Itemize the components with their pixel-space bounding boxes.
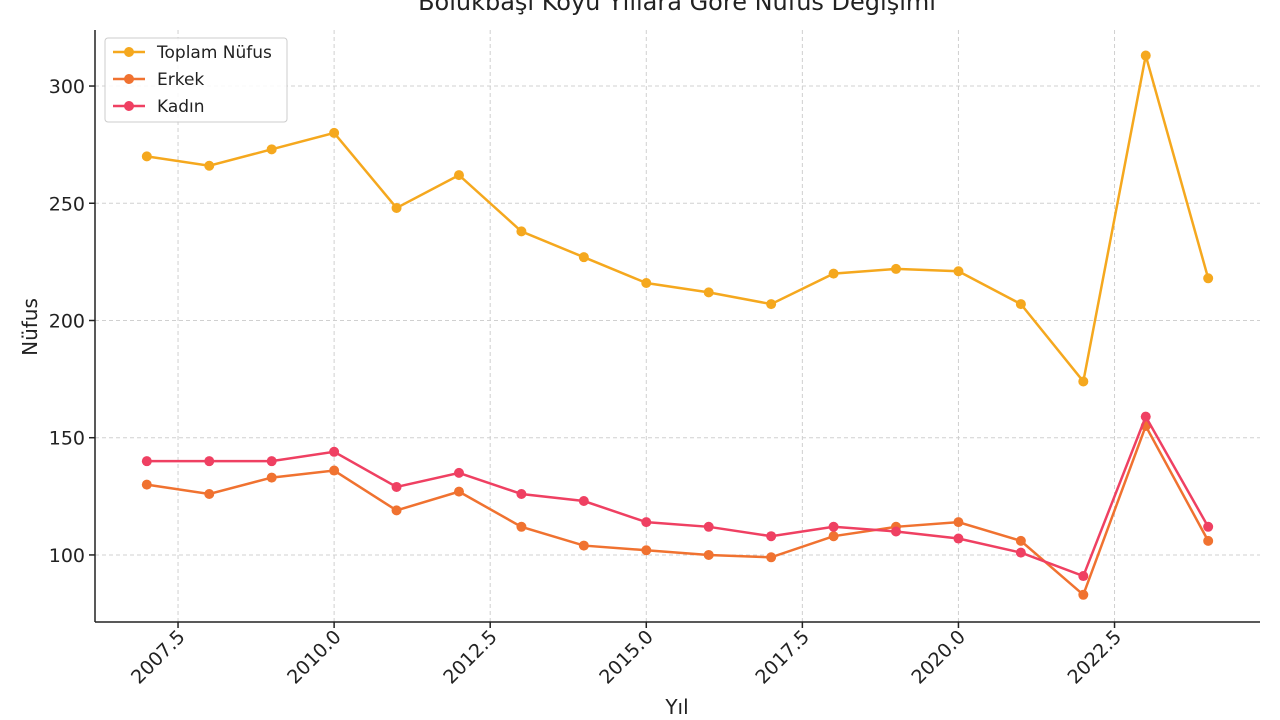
data-point <box>1078 376 1089 387</box>
data-point <box>329 465 340 476</box>
y-tick-label: 100 <box>49 545 85 567</box>
x-axis-label: Yıl <box>664 695 688 719</box>
data-point <box>391 202 402 213</box>
series-line <box>146 55 1210 385</box>
y-axis-label: Nüfus <box>18 298 42 356</box>
data-point <box>1140 50 1151 61</box>
data-point <box>1203 521 1214 532</box>
data-point <box>578 540 589 551</box>
x-tick-label: 2010.0 <box>283 626 346 689</box>
data-point <box>516 488 527 499</box>
legend-marker <box>124 74 134 84</box>
x-tick-label: 2020.0 <box>907 626 970 689</box>
data-point <box>828 521 839 532</box>
legend-label: Toplam Nüfus <box>156 43 272 63</box>
data-point <box>141 479 152 490</box>
legend-box <box>104 37 288 123</box>
data-point <box>953 517 964 528</box>
data-point <box>891 526 902 537</box>
data-point <box>766 552 777 563</box>
data-point <box>453 486 464 497</box>
data-point <box>1015 547 1026 558</box>
legend: Toplam Nüfus Erkek Kadın <box>104 37 288 123</box>
data-point <box>703 287 714 298</box>
data-point <box>641 545 652 556</box>
y-tick-label: 150 <box>49 428 85 450</box>
data-point <box>703 521 714 532</box>
data-point <box>141 456 152 467</box>
data-point <box>578 496 589 507</box>
data-point <box>1203 535 1214 546</box>
data-point <box>766 531 777 542</box>
data-point <box>828 268 839 279</box>
y-tick-label: 250 <box>49 193 85 215</box>
chart-title: Bölükbaşı Köyü Yıllara Göre Nüfus Değişi… <box>418 0 936 16</box>
data-point <box>1140 411 1151 422</box>
data-point <box>641 517 652 528</box>
data-point <box>204 456 215 467</box>
x-tick-label: 2012.5 <box>439 626 502 689</box>
data-point <box>703 549 714 560</box>
data-point <box>453 467 464 478</box>
data-point <box>1078 589 1089 600</box>
legend-label: Erkek <box>157 70 204 90</box>
data-point <box>1015 535 1026 546</box>
data-point <box>204 160 215 171</box>
data-point <box>1078 571 1089 582</box>
data-point <box>953 266 964 277</box>
data-point <box>766 299 777 310</box>
data-point <box>329 127 340 138</box>
data-point <box>141 151 152 162</box>
x-tick-label: 2022.5 <box>1063 626 1126 689</box>
series-line <box>146 413 1210 578</box>
data-point <box>516 226 527 237</box>
legend-marker <box>124 47 134 57</box>
data-point <box>266 456 277 467</box>
data-point <box>266 472 277 483</box>
legend-label: Kadın <box>157 97 205 117</box>
data-point <box>1203 273 1214 284</box>
legend-marker <box>124 101 134 111</box>
data-point <box>828 531 839 542</box>
data-point <box>453 170 464 181</box>
data-point <box>578 252 589 263</box>
data-point <box>891 263 902 274</box>
data-point <box>516 521 527 532</box>
data-point <box>266 144 277 155</box>
data-point <box>204 488 215 499</box>
y-tick-label: 200 <box>49 310 85 332</box>
x-tick-label: 2015.0 <box>595 626 658 689</box>
y-tick-label: 300 <box>49 76 85 98</box>
x-tick-label: 2017.5 <box>751 626 814 689</box>
data-point <box>391 481 402 492</box>
data-point <box>641 277 652 288</box>
data-point <box>329 446 340 457</box>
data-point <box>391 505 402 516</box>
data-point <box>953 533 964 544</box>
x-tick-label: 2007.5 <box>127 626 190 689</box>
data-point <box>1015 299 1026 310</box>
series-line <box>146 422 1210 597</box>
